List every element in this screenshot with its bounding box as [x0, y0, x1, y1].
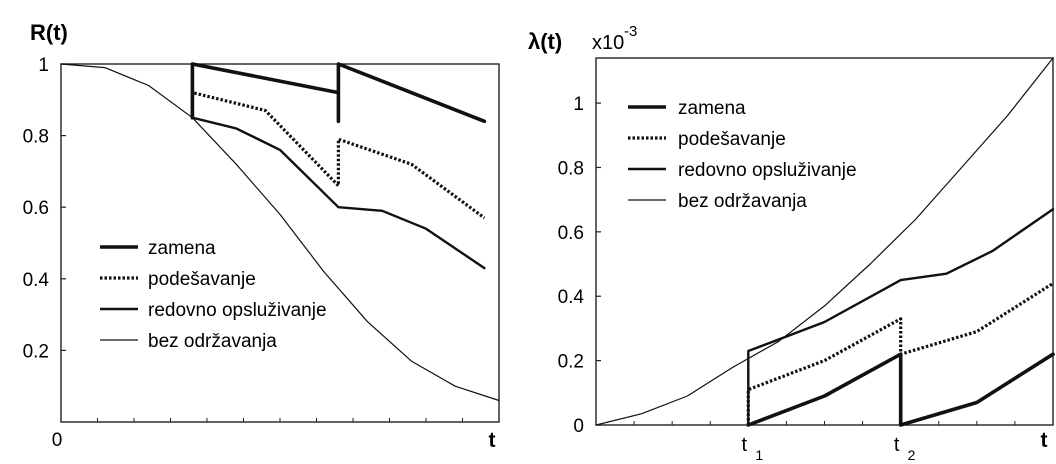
- series-line-zamena: [746, 352, 1055, 427]
- y-axis-exponent: -3: [624, 23, 637, 40]
- chart-left-reliability: 1 0.8 0.6 0.4 0.2 R(t) 0 t zamena podešavanje redo…: [23, 20, 500, 452]
- y-tick-label: 0.8: [558, 158, 584, 179]
- series-line-zamena: [190, 62, 487, 124]
- y-tick-label: 0: [573, 416, 584, 437]
- x-axis-title: t: [489, 429, 496, 452]
- legend-label: zamena: [148, 238, 216, 259]
- y-axis-title: λ(t): [528, 29, 562, 54]
- series-line-redovno-opsluzivanje: [191, 116, 486, 270]
- y-tick-label: 0.6: [23, 198, 49, 219]
- legend: zamena podešavanje redovno opsluživanje bez…: [628, 98, 857, 212]
- legend-label: redovno opsluživanje: [148, 300, 327, 321]
- chart-right-failure-rate: 00.20.40.60.81λ(t) x10-3tt 1 t 2zamenapodeša…: [528, 23, 1055, 463]
- y-tick-label: 0.8: [23, 127, 49, 148]
- legend-label: podešavanje: [148, 269, 256, 290]
- x-tick-label-sub: 2: [908, 447, 916, 463]
- x-tick-label-sub: 1: [755, 447, 763, 463]
- legend: zamena podešavanje redovno opsluživanje bez…: [100, 238, 327, 352]
- y-tick-label: 1: [573, 94, 584, 115]
- y-tick-label: 0.6: [558, 223, 584, 244]
- x-tick-label-main: t: [894, 434, 900, 456]
- y-tick-label: 0.4: [23, 270, 50, 291]
- legend-label: podešavanje: [678, 129, 786, 150]
- x-tick-label-main: t: [742, 434, 748, 456]
- y-axis-title: R(t): [30, 20, 68, 45]
- legend-label: redovno opsluživanje: [678, 160, 857, 181]
- y-tick-label: 1: [38, 55, 49, 76]
- series-line-redovno-opsluzivanje: [747, 208, 1055, 427]
- x-tick-label: 0: [52, 430, 63, 451]
- y-tick-label: 0.2: [23, 341, 49, 362]
- series-line-bez-odrzavanja: [595, 57, 1054, 426]
- legend-label: zamena: [678, 98, 746, 119]
- legend-label: bez održavanja: [678, 191, 807, 212]
- series-line-bez-odrzavanja: [60, 63, 500, 402]
- y-tick-label: 0.2: [558, 352, 584, 373]
- y-axis-unit: x10: [592, 32, 624, 54]
- y-tick-label: 0.4: [558, 287, 585, 308]
- series-line-podesavanje: [190, 90, 486, 220]
- plot-frame: [60, 63, 500, 423]
- series-line-podesavanje: [746, 282, 1054, 425]
- x-axis-title: t: [1041, 429, 1048, 452]
- plot-frame: [595, 57, 1054, 426]
- legend-label: bez održavanja: [148, 331, 277, 352]
